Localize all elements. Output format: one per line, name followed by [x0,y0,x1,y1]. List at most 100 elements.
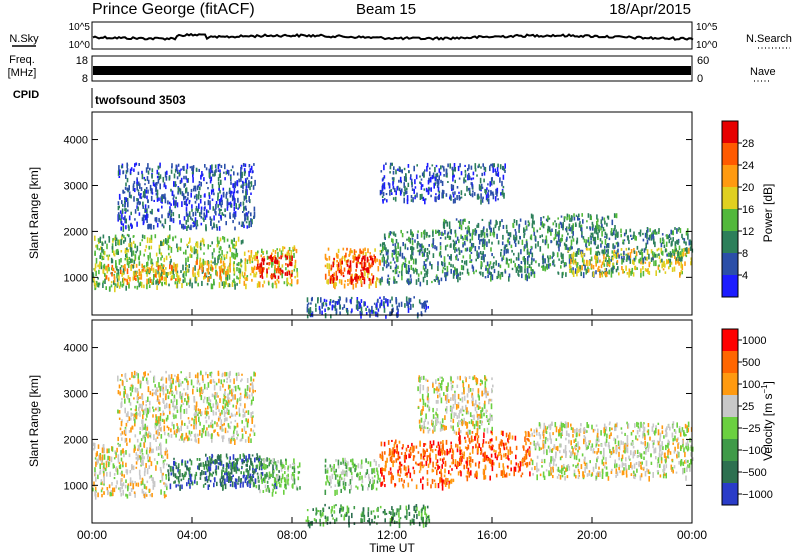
data-cell [489,230,492,237]
data-cell [456,186,459,189]
data-cell [533,227,535,233]
data-cell [138,282,140,288]
data-cell [125,197,128,202]
data-cell [101,255,103,261]
data-cell [579,269,581,272]
data-cell [615,242,618,245]
data-cell [197,413,199,416]
data-cell [511,267,514,271]
data-cell [133,413,136,418]
data-cell [138,212,141,216]
colorbar-tick-label: 24 [742,160,754,172]
data-cell [168,407,171,412]
data-cell [508,241,511,246]
data-cell [100,246,102,250]
data-cell [124,267,126,272]
data-cell [236,458,238,465]
data-cell [182,223,185,230]
data-cell [231,252,233,258]
data-cell [248,180,250,186]
data-cell [155,252,158,257]
data-cell [470,177,473,181]
data-cell [238,203,241,209]
data-cell [188,282,190,285]
data-cell [221,424,224,427]
colorbar-tick-label: 16 [742,204,754,216]
data-cell [250,376,252,382]
data-cell [216,459,218,464]
data-cell [204,272,206,277]
data-cell [254,478,257,484]
data-cell [346,309,349,315]
data-cell [255,251,257,257]
data-cell [460,171,463,176]
data-cell [564,262,567,265]
data-cell [642,257,645,263]
data-cell [683,241,685,244]
data-cell [129,386,132,391]
data-cell [383,261,385,267]
data-cell [118,176,121,178]
data-cell [475,269,477,273]
data-cell [196,389,199,392]
data-cell [275,282,278,289]
data-cell [604,220,606,225]
data-cell [124,200,126,204]
data-cell [497,171,500,177]
data-cell [245,194,247,200]
data-cell [486,228,488,233]
data-cell [134,188,136,193]
data-cell [626,272,629,275]
data-cell [283,281,286,285]
data-cell [413,188,415,194]
data-cell [243,460,245,464]
data-cell [560,252,563,258]
data-cell [379,243,382,247]
data-cell [363,301,365,307]
data-cell [288,252,290,256]
data-cell [486,187,488,191]
data-cell [591,221,594,225]
data-cell [224,427,227,434]
data-cell [147,258,150,261]
data-cell [390,231,393,234]
data-cell [640,269,642,273]
data-cell [231,481,234,488]
data-cell [652,230,654,237]
data-cell [155,430,158,435]
data-cell [306,297,309,303]
data-cell [189,282,191,287]
data-cell [194,374,197,379]
data-cell [355,269,357,272]
data-cell [155,408,157,411]
data-cell [423,230,425,235]
data-cell [186,265,188,268]
data-cell [482,251,484,254]
data-cell [455,256,457,261]
data-cell [601,261,604,266]
data-cell [139,396,141,399]
data-cell [230,169,233,172]
data-cell [208,415,210,420]
data-cell [225,282,227,285]
data-cell [253,211,256,218]
data-cell [569,270,571,273]
data-cell [321,310,323,316]
data-cell [177,187,180,193]
data-cell [238,476,240,482]
data-cell [292,249,295,252]
data-cell [517,258,520,261]
data-cell [209,179,212,184]
data-cell [335,282,337,287]
data-cell [159,220,162,224]
data-cell [206,387,208,390]
data-cell [355,250,357,253]
data-cell [389,312,391,317]
data-cell [226,251,229,254]
data-cell [246,481,249,487]
data-cell [185,203,188,207]
data-cell [174,235,177,239]
data-cell [178,379,181,385]
data-cell [106,254,108,257]
data-cell [122,226,125,232]
